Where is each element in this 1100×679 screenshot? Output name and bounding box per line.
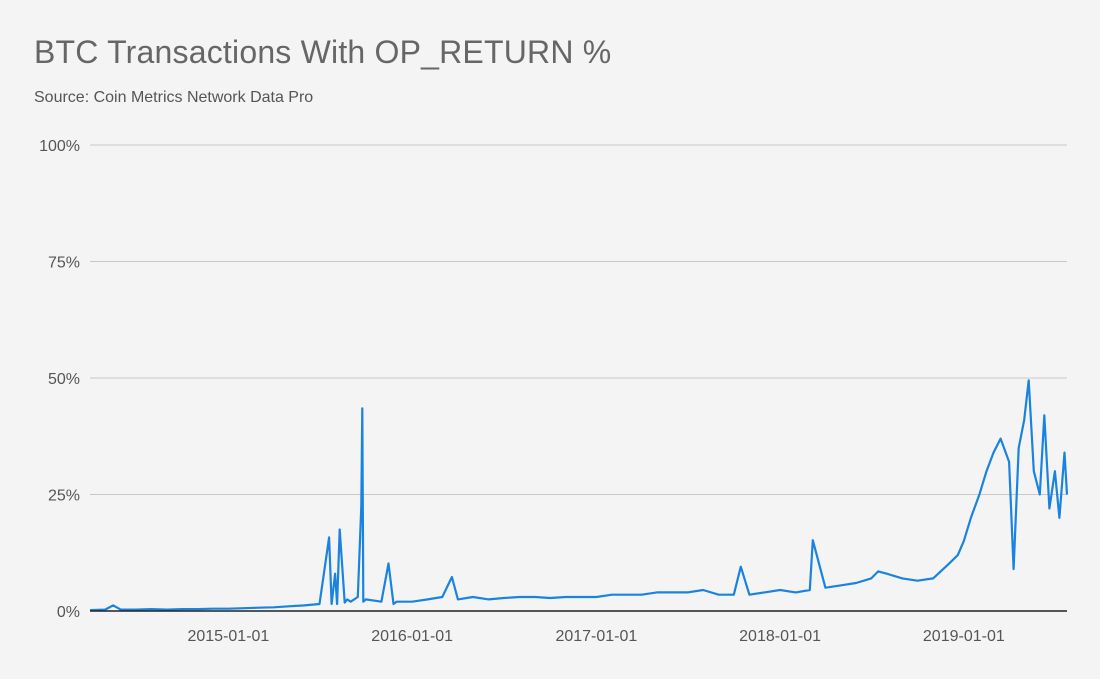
y-tick-label: 100% [39, 138, 80, 155]
x-tick-label: 2016-01-01 [371, 628, 453, 645]
x-tick-label: 2019-01-01 [923, 628, 1005, 645]
y-tick-label: 75% [48, 255, 80, 272]
y-tick-label: 50% [48, 371, 80, 388]
x-tick-label: 2017-01-01 [555, 628, 637, 645]
series-line-0 [89, 379, 1069, 612]
y-tick-label: 25% [48, 488, 80, 505]
chart-subtitle: Source: Coin Metrics Network Data Pro [34, 89, 314, 106]
y-tick-label: 0% [57, 604, 80, 621]
x-tick-label: 2018-01-01 [739, 628, 821, 645]
x-tick-label: 2015-01-01 [187, 628, 269, 645]
chart-title: BTC Transactions With OP_RETURN % [34, 34, 612, 70]
